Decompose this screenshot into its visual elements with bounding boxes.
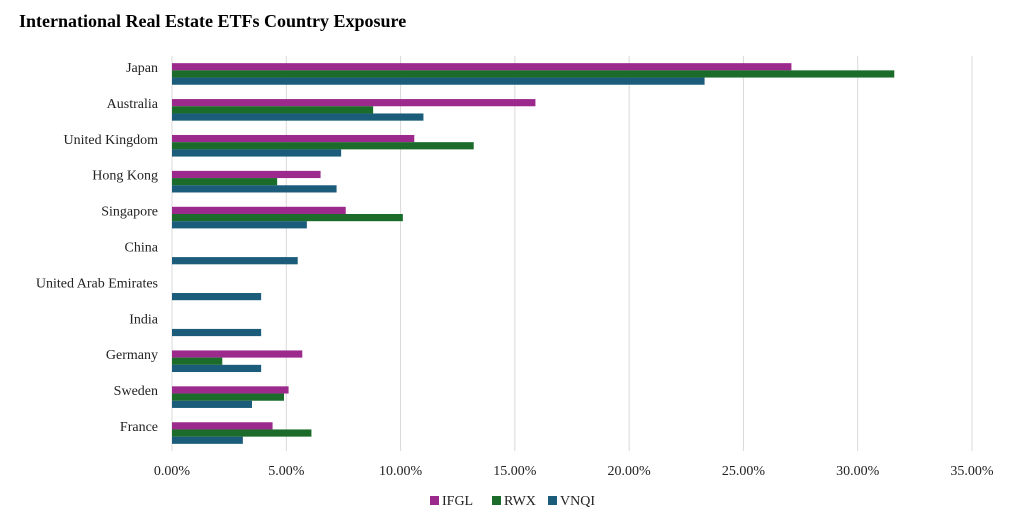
x-tick-label: 25.00%	[722, 464, 766, 479]
bar-rwx	[172, 142, 474, 150]
bar-ifgl	[172, 206, 346, 214]
bar-vnqi	[172, 257, 298, 265]
category-label: United Arab Emirates	[36, 276, 158, 291]
bar-ifgl	[172, 422, 273, 430]
x-tick-label: 15.00%	[493, 464, 537, 479]
bar-rwx	[172, 178, 278, 186]
bar-rwx	[172, 213, 403, 222]
bar-rwx	[172, 429, 312, 437]
bar-ifgl	[172, 99, 536, 107]
category-label: Singapore	[101, 205, 158, 220]
bar-vnqi	[172, 328, 262, 337]
bar-ifgl	[172, 134, 415, 143]
bar-ifgl	[172, 386, 289, 394]
bar-vnqi	[172, 436, 243, 444]
bar-ifgl	[172, 350, 303, 358]
legend-swatch	[548, 496, 557, 505]
legend-label: RWX	[504, 494, 536, 509]
bar-vnqi	[172, 149, 342, 157]
bar-rwx	[172, 357, 223, 365]
bar-ifgl	[172, 63, 792, 71]
category-label: China	[125, 241, 159, 256]
chart-title: International Real Estate ETFs Country E…	[19, 11, 407, 31]
bar-rwx	[172, 393, 284, 401]
bar-ifgl	[172, 170, 321, 179]
category-label: Hong Kong	[92, 169, 158, 184]
legend-label: VNQI	[560, 494, 595, 509]
category-label: Sweden	[114, 384, 158, 399]
bar-vnqi	[172, 77, 705, 85]
x-tick-label: 30.00%	[836, 464, 880, 479]
bar-vnqi	[172, 185, 337, 193]
legend-swatch	[430, 496, 439, 505]
category-label: Germany	[106, 348, 158, 363]
bar-rwx	[172, 70, 895, 78]
category-label: Australia	[107, 97, 159, 112]
x-tick-label: 5.00%	[268, 464, 305, 479]
x-tick-label: 20.00%	[608, 464, 652, 479]
x-tick-label: 0.00%	[154, 464, 191, 479]
category-label: Japan	[126, 61, 158, 76]
bar-vnqi	[172, 113, 424, 121]
x-tick-label: 10.00%	[379, 464, 423, 479]
bar-rwx	[172, 106, 374, 114]
x-tick-label: 35.00%	[950, 464, 994, 479]
bar-vnqi	[172, 293, 262, 301]
legend-swatch	[492, 496, 501, 505]
legend-label: IFGL	[442, 494, 473, 509]
bar-vnqi	[172, 364, 262, 373]
bar-vnqi	[172, 221, 307, 229]
category-label: United Kingdom	[64, 133, 159, 148]
category-label: France	[120, 420, 158, 435]
bar-vnqi	[172, 400, 252, 408]
category-label: India	[129, 312, 159, 327]
